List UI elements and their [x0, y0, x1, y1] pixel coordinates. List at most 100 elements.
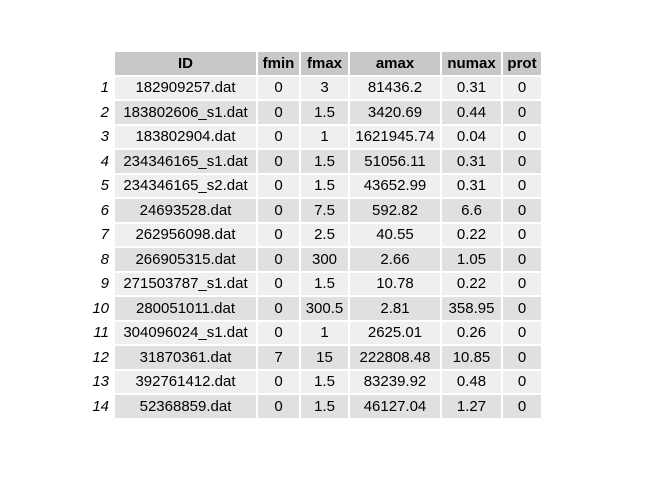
- cell-amax: 3420.69: [350, 101, 440, 124]
- table-row: 4 234346165_s1.dat 0 1.5 51056.11 0.31 0: [88, 150, 541, 173]
- cell-prot: 0: [503, 174, 541, 197]
- table-body: 1 182909257.dat 0 3 81436.2 0.31 0 2 183…: [88, 76, 541, 418]
- row-number: 3: [100, 128, 109, 146]
- cell-fmin: 0: [258, 174, 299, 197]
- table-row: 7 262956098.dat 0 2.5 40.55 0.22 0: [88, 223, 541, 246]
- cell-fmin: 0: [258, 223, 299, 246]
- cell-amax: 81436.2: [350, 76, 440, 99]
- cell-fmin: 0: [258, 395, 299, 418]
- cell-id: 52368859.dat: [115, 395, 256, 418]
- row-number: 4: [100, 152, 109, 170]
- cell-amax: 51056.11: [350, 150, 440, 173]
- cell-numax: 0.04: [442, 125, 501, 148]
- cell-fmin: 7: [258, 346, 299, 369]
- table-row: 11 304096024_s1.dat 0 1 2625.01 0.26 0: [88, 321, 541, 344]
- cell-amax: 2.66: [350, 248, 440, 271]
- cell-amax: 222808.48: [350, 346, 440, 369]
- cell-fmax: 3: [301, 76, 348, 99]
- cell-prot: 0: [503, 76, 541, 99]
- cell-numax: 1.05: [442, 248, 501, 271]
- cell-fmin: 0: [258, 101, 299, 124]
- cell-numax: 0.31: [442, 150, 501, 173]
- cell-fmin: 0: [258, 370, 299, 393]
- table-row: 12 31870361.dat 7 15 222808.48 10.85 0: [88, 346, 541, 369]
- cell-fmin: 0: [258, 272, 299, 295]
- table-row: 8 266905315.dat 0 300 2.66 1.05 0: [88, 248, 541, 271]
- cell-fmax: 1.5: [301, 370, 348, 393]
- row-number: 5: [100, 177, 109, 195]
- cell-numax: 358.95: [442, 297, 501, 320]
- cell-prot: 0: [503, 199, 541, 222]
- cell-amax: 83239.92: [350, 370, 440, 393]
- cell-amax: 592.82: [350, 199, 440, 222]
- cell-fmin: 0: [258, 199, 299, 222]
- table-row: 1 182909257.dat 0 3 81436.2 0.31 0: [88, 76, 541, 99]
- cell-numax: 1.27: [442, 395, 501, 418]
- cell-fmin: 0: [258, 297, 299, 320]
- table-row: 13 392761412.dat 0 1.5 83239.92 0.48 0: [88, 370, 541, 393]
- data-table-container: ID fmin fmax amax numax prot 1 182909257…: [86, 50, 543, 420]
- cell-fmax: 300: [301, 248, 348, 271]
- cell-id: 234346165_s1.dat: [115, 150, 256, 173]
- cell-fmax: 1: [301, 321, 348, 344]
- row-number: 6: [100, 201, 109, 219]
- cell-fmax: 7.5: [301, 199, 348, 222]
- cell-id: 182909257.dat: [115, 76, 256, 99]
- cell-prot: 0: [503, 272, 541, 295]
- table-row: 6 24693528.dat 0 7.5 592.82 6.6 0: [88, 199, 541, 222]
- table-row: 5 234346165_s2.dat 0 1.5 43652.99 0.31 0: [88, 174, 541, 197]
- cell-numax: 10.85: [442, 346, 501, 369]
- cell-prot: 0: [503, 125, 541, 148]
- data-table: ID fmin fmax amax numax prot 1 182909257…: [86, 50, 543, 420]
- cell-fmin: 0: [258, 125, 299, 148]
- column-header-amax: amax: [350, 52, 440, 75]
- cell-fmax: 2.5: [301, 223, 348, 246]
- cell-numax: 0.44: [442, 101, 501, 124]
- cell-prot: 0: [503, 395, 541, 418]
- column-header-prot: prot: [503, 52, 541, 75]
- cell-fmax: 1.5: [301, 395, 348, 418]
- cell-numax: 0.31: [442, 174, 501, 197]
- cell-numax: 0.31: [442, 76, 501, 99]
- cell-prot: 0: [503, 346, 541, 369]
- row-number: 11: [93, 324, 109, 342]
- cell-fmin: 0: [258, 321, 299, 344]
- row-number: 14: [92, 397, 109, 415]
- cell-prot: 0: [503, 297, 541, 320]
- table-row: 9 271503787_s1.dat 0 1.5 10.78 0.22 0: [88, 272, 541, 295]
- cell-fmax: 1.5: [301, 272, 348, 295]
- cell-amax: 2625.01: [350, 321, 440, 344]
- cell-numax: 0.48: [442, 370, 501, 393]
- cell-fmin: 0: [258, 150, 299, 173]
- column-header-numax: numax: [442, 52, 501, 75]
- column-header-fmax: fmax: [301, 52, 348, 75]
- cell-prot: 0: [503, 321, 541, 344]
- cell-id: 392761412.dat: [115, 370, 256, 393]
- cell-id: 280051011.dat: [115, 297, 256, 320]
- cell-numax: 0.22: [442, 272, 501, 295]
- column-header-fmin: fmin: [258, 52, 299, 75]
- row-number: 12: [92, 348, 109, 366]
- table-row: 3 183802904.dat 0 1 1621945.74 0.04 0: [88, 125, 541, 148]
- table-row: 2 183802606_s1.dat 0 1.5 3420.69 0.44 0: [88, 101, 541, 124]
- cell-fmax: 1.5: [301, 174, 348, 197]
- row-number: 10: [92, 299, 109, 317]
- cell-id: 24693528.dat: [115, 199, 256, 222]
- row-number: 8: [100, 250, 109, 268]
- row-number: 2: [100, 103, 109, 121]
- table-row: 10 280051011.dat 0 300.5 2.81 358.95 0: [88, 297, 541, 320]
- cell-id: 266905315.dat: [115, 248, 256, 271]
- cell-prot: 0: [503, 248, 541, 271]
- cell-numax: 0.26: [442, 321, 501, 344]
- cell-fmin: 0: [258, 76, 299, 99]
- cell-prot: 0: [503, 150, 541, 173]
- column-header-id: ID: [115, 52, 256, 75]
- cell-id: 271503787_s1.dat: [115, 272, 256, 295]
- cell-id: 31870361.dat: [115, 346, 256, 369]
- cell-amax: 43652.99: [350, 174, 440, 197]
- cell-amax: 10.78: [350, 272, 440, 295]
- cell-fmax: 1: [301, 125, 348, 148]
- row-number: 9: [100, 275, 109, 293]
- cell-amax: 1621945.74: [350, 125, 440, 148]
- cell-id: 183802904.dat: [115, 125, 256, 148]
